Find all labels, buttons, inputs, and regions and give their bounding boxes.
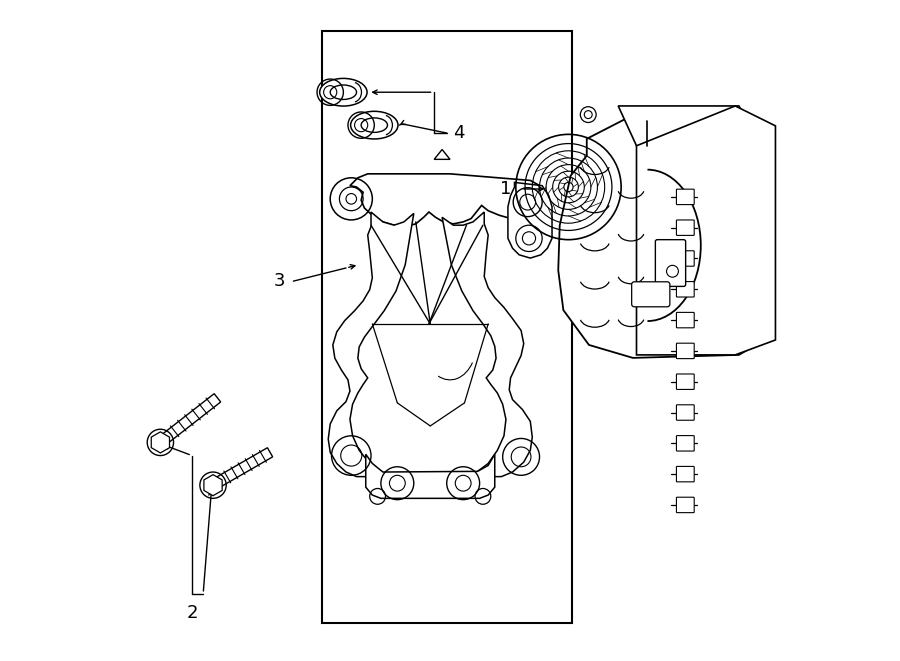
Text: 3: 3 (274, 272, 285, 290)
FancyBboxPatch shape (677, 436, 694, 451)
Text: 1: 1 (500, 180, 511, 198)
Polygon shape (350, 174, 547, 227)
FancyBboxPatch shape (677, 282, 694, 297)
Polygon shape (442, 212, 532, 477)
FancyBboxPatch shape (677, 220, 694, 235)
FancyBboxPatch shape (677, 313, 694, 328)
Polygon shape (558, 116, 764, 358)
Polygon shape (211, 447, 273, 490)
Polygon shape (151, 432, 169, 453)
FancyBboxPatch shape (655, 240, 686, 286)
Ellipse shape (351, 111, 398, 139)
Text: 4: 4 (454, 124, 464, 142)
Polygon shape (328, 212, 414, 477)
Polygon shape (434, 149, 450, 159)
FancyBboxPatch shape (677, 467, 694, 482)
FancyBboxPatch shape (677, 189, 694, 205)
Ellipse shape (320, 79, 367, 106)
Ellipse shape (361, 118, 388, 132)
FancyBboxPatch shape (677, 343, 694, 359)
FancyBboxPatch shape (677, 405, 694, 420)
FancyBboxPatch shape (632, 282, 670, 307)
Polygon shape (618, 106, 760, 146)
Bar (321, 31, 572, 623)
FancyBboxPatch shape (677, 374, 694, 389)
Text: 2: 2 (186, 603, 198, 621)
Polygon shape (636, 106, 776, 355)
Polygon shape (204, 475, 222, 496)
FancyBboxPatch shape (677, 251, 694, 266)
FancyBboxPatch shape (677, 497, 694, 513)
Polygon shape (158, 394, 220, 447)
Polygon shape (508, 182, 552, 258)
Polygon shape (365, 454, 495, 498)
Ellipse shape (330, 85, 356, 99)
